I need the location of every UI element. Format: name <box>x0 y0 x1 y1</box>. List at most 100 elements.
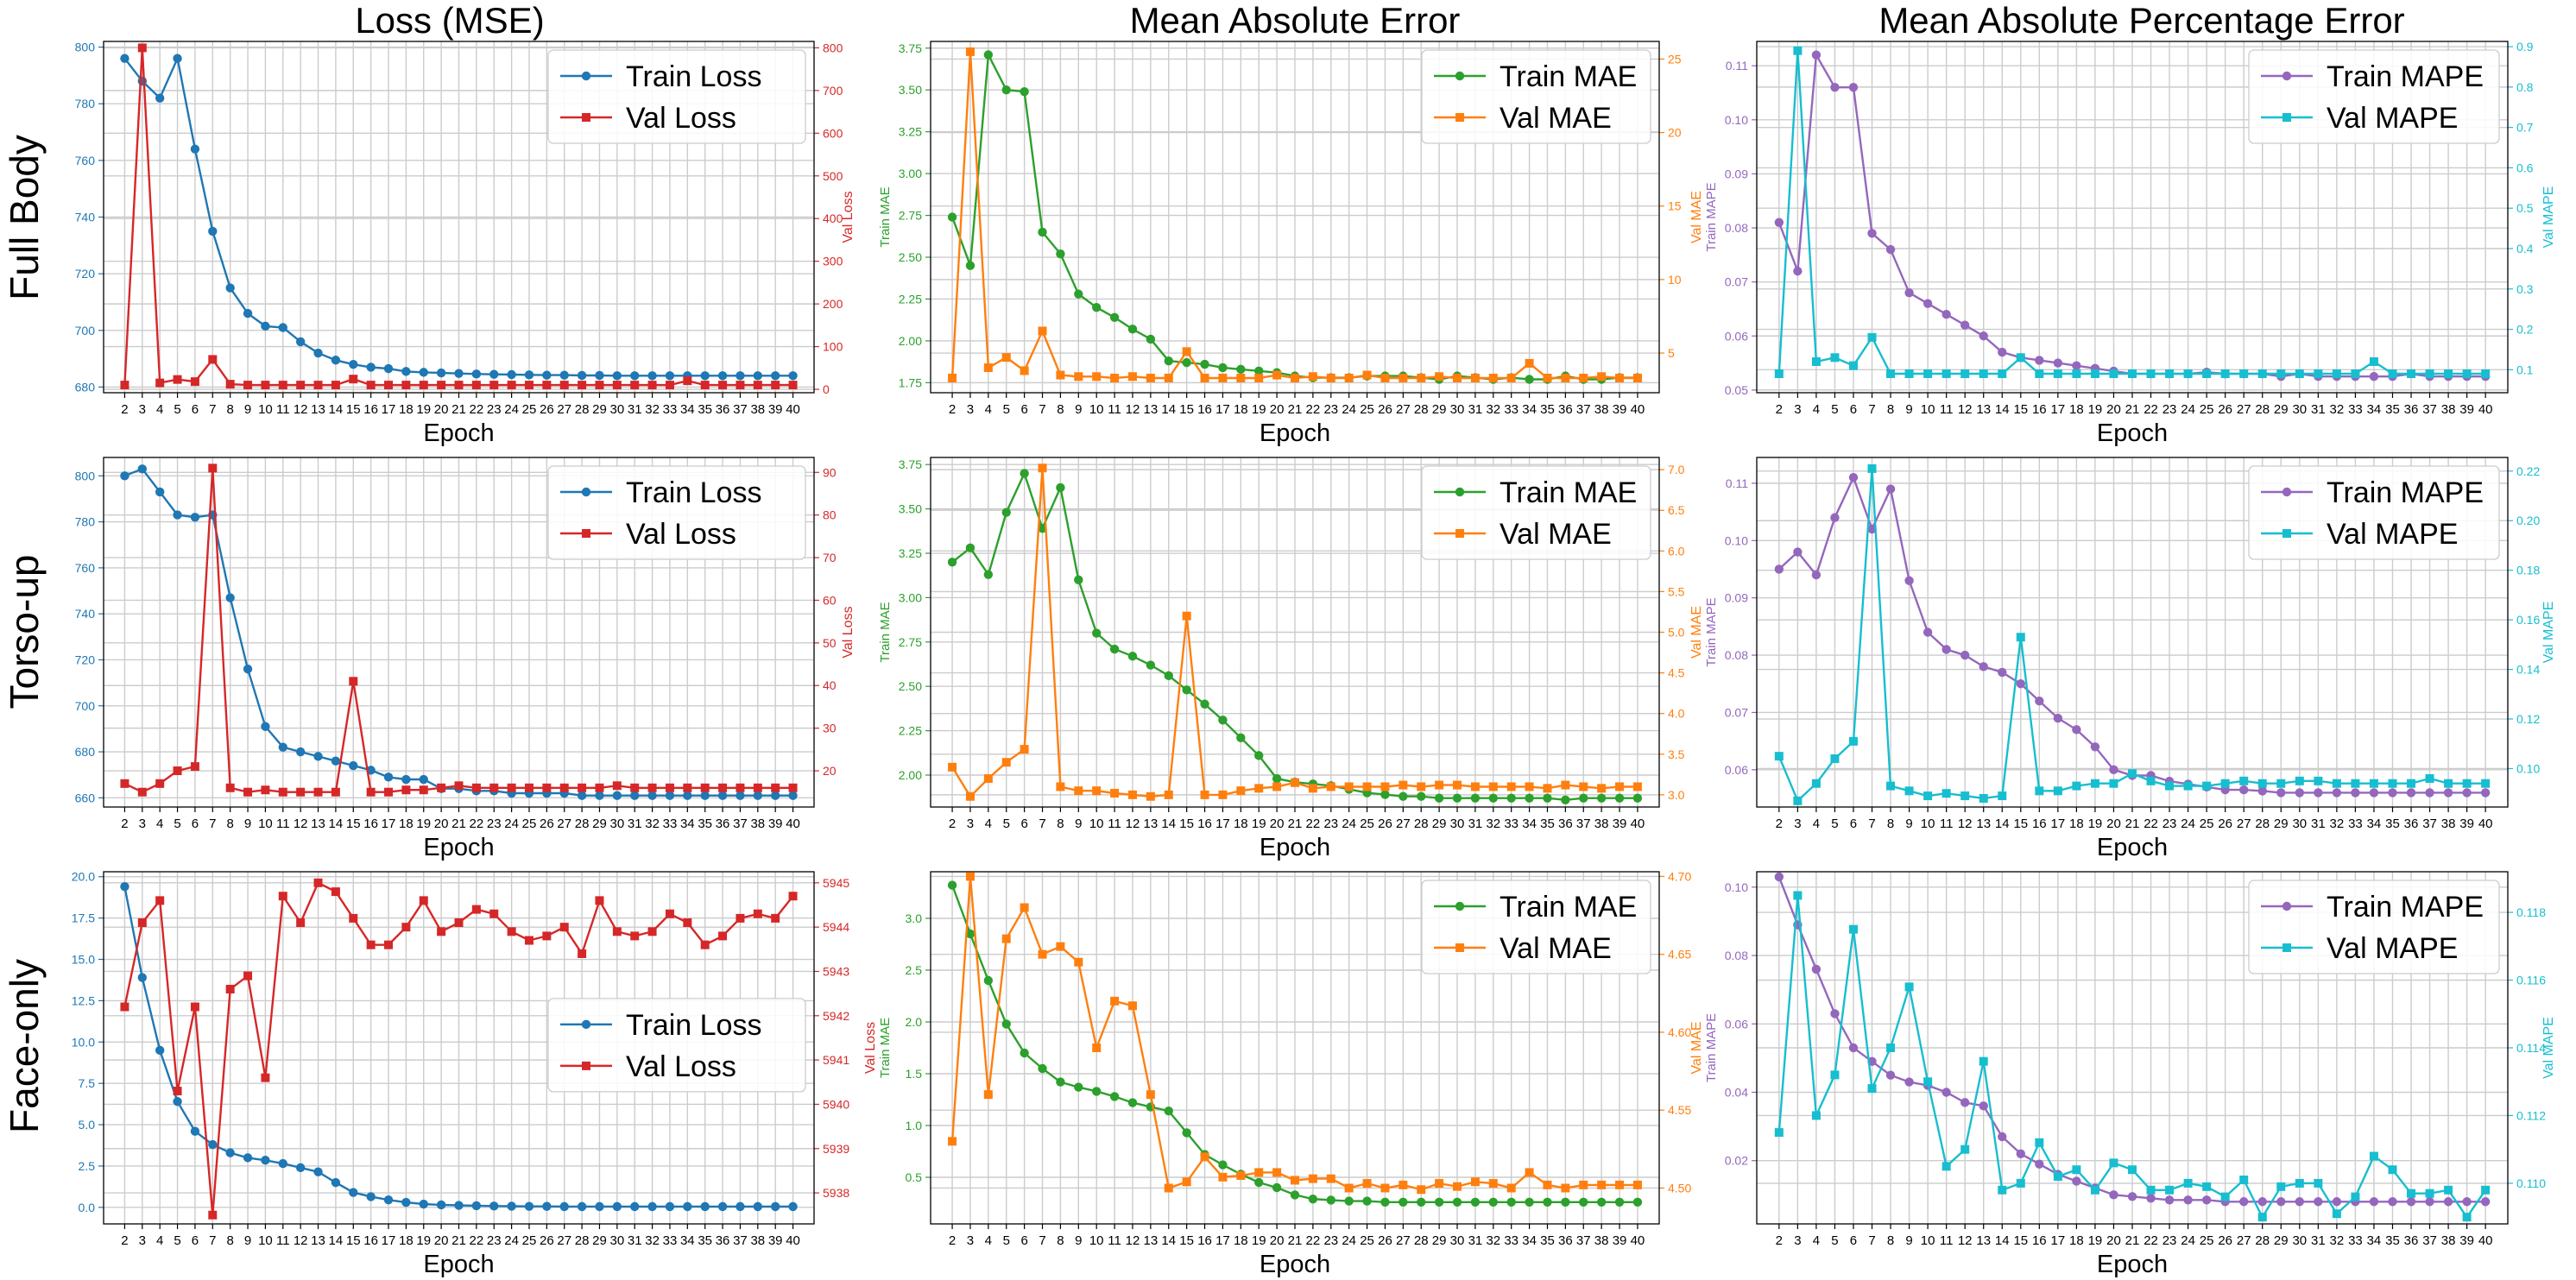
y-axis-label-left: Train MAE <box>878 602 893 662</box>
val-series-point <box>2351 779 2360 788</box>
train-series-point <box>1146 660 1156 670</box>
y-tick-label-left: 0.11 <box>1726 59 1748 73</box>
val-series-point <box>1127 790 1137 799</box>
x-tick-label: 5 <box>174 402 180 417</box>
train-series-point <box>577 1201 587 1212</box>
train-series-point <box>1885 244 1896 255</box>
val-series-point <box>261 1073 270 1082</box>
val-series-point <box>173 766 182 776</box>
train-series-point <box>137 464 148 474</box>
x-tick-label: 32 <box>2330 402 2345 417</box>
train-series-point <box>1774 218 1784 227</box>
y-tick-label-right: 200 <box>823 297 843 311</box>
plot-frame <box>930 457 1660 808</box>
train-series-point <box>2314 788 2323 798</box>
val-series-point <box>1615 373 1625 382</box>
x-tick-label: 23 <box>1323 402 1338 417</box>
train-series-point <box>542 1201 552 1211</box>
val-series-point <box>1344 373 1354 382</box>
train-series-point <box>1904 576 1914 585</box>
legend-val-label: Val Loss <box>626 102 736 135</box>
train-series-point <box>1290 1190 1300 1200</box>
x-tick-label: 3 <box>1794 402 1801 417</box>
subplot-r0-c1: 2 3 4 5 6 7 8 9 10 11 12 13 14 15 16 17 18 19 20 21 22 23 24 25… <box>878 41 1704 447</box>
val-series-point <box>1218 790 1228 799</box>
val-series-point <box>1146 1090 1155 1100</box>
val-series-point <box>948 762 957 772</box>
y-tick-label-left: 0.09 <box>1725 591 1748 605</box>
x-axis-label: Epoch <box>423 834 494 861</box>
x-tick-label: 39 <box>768 1233 783 1248</box>
val-series-point <box>1615 1180 1625 1189</box>
val-series-point <box>2128 769 2137 779</box>
y-axis-label-right: Val Loss <box>841 606 856 658</box>
x-tick-label: 3 <box>967 1233 974 1248</box>
x-tick-label: 7 <box>1868 1233 1875 1248</box>
val-series-point <box>1867 463 1877 473</box>
y-tick-label-right: 0.116 <box>2516 974 2546 987</box>
x-axis-label: Epoch <box>1260 834 1330 861</box>
train-series-point <box>349 359 358 369</box>
val-series-point <box>2276 369 2286 379</box>
val-series-point <box>2128 1165 2137 1175</box>
train-series-point <box>736 791 745 800</box>
x-tick-label: 27 <box>2237 817 2251 831</box>
train-series-point <box>313 752 323 761</box>
x-tick-label: 23 <box>2162 1233 2177 1248</box>
val-series-point <box>1074 372 1083 381</box>
x-tick-label: 6 <box>192 402 199 417</box>
val-series-point <box>419 896 428 905</box>
val-series-point <box>454 781 464 791</box>
x-tick-label: 16 <box>363 402 378 417</box>
y-tick-label-left: 3.0 <box>906 911 923 925</box>
x-tick-label: 27 <box>2237 402 2251 417</box>
val-series-point <box>1923 369 1933 379</box>
val-series-point <box>1056 370 1065 380</box>
y-tick-label-right: 0.7 <box>2516 121 2534 135</box>
val-series-point <box>965 872 975 881</box>
x-tick-label: 33 <box>1504 402 1518 417</box>
y-tick-label-left: 5.0 <box>79 1118 96 1132</box>
train-series-point <box>489 1201 499 1211</box>
train-series-point <box>1923 299 1933 308</box>
x-tick-label: 32 <box>1486 1233 1500 1248</box>
x-tick-label: 9 <box>1075 817 1082 831</box>
val-series-point <box>1848 361 1858 370</box>
plot-frame <box>103 41 815 394</box>
train-series-point <box>630 1201 640 1212</box>
x-tick-label: 18 <box>2069 817 2084 831</box>
val-series-point <box>718 381 728 390</box>
row-label-full-body: Full Body <box>2 135 47 300</box>
val-series-point <box>1793 796 1803 805</box>
x-tick-label: 12 <box>294 817 308 831</box>
val-series-point <box>2053 369 2062 379</box>
y-tick-label-left: 2.50 <box>899 679 922 693</box>
train-series-point <box>137 973 148 982</box>
x-axis-label: Epoch <box>2097 1251 2168 1278</box>
train-series-point <box>2369 788 2379 798</box>
x-tick-label: 15 <box>1179 402 1194 417</box>
y-tick-label-right: 0.110 <box>2516 1176 2546 1190</box>
train-series-point <box>1074 289 1083 299</box>
train-series-point <box>2369 1197 2379 1207</box>
val-series-point <box>1506 782 1516 791</box>
x-tick-label: 3 <box>139 402 146 417</box>
val-series-point <box>2407 1189 2416 1198</box>
x-tick-label: 15 <box>346 817 361 831</box>
train-series-point <box>2314 1197 2323 1207</box>
x-tick-label: 36 <box>1558 402 1573 417</box>
val-series-point <box>1092 372 1102 381</box>
y-tick-label-right: 5.5 <box>1668 584 1685 598</box>
x-tick-label: 32 <box>645 1233 660 1248</box>
train-series-point <box>2016 1149 2025 1158</box>
y-tick-label-left: 0.04 <box>1725 1085 1748 1099</box>
train-series-point <box>2257 786 2267 796</box>
train-series-point <box>788 1201 798 1212</box>
y-tick-label-right: 5940 <box>823 1097 849 1111</box>
val-series-point <box>2295 776 2304 785</box>
val-series-point <box>542 783 552 792</box>
x-tick-label: 18 <box>399 1233 414 1248</box>
x-tick-label: 25 <box>522 817 537 831</box>
train-series-point <box>313 1167 323 1176</box>
val-series-point <box>1380 1183 1390 1193</box>
